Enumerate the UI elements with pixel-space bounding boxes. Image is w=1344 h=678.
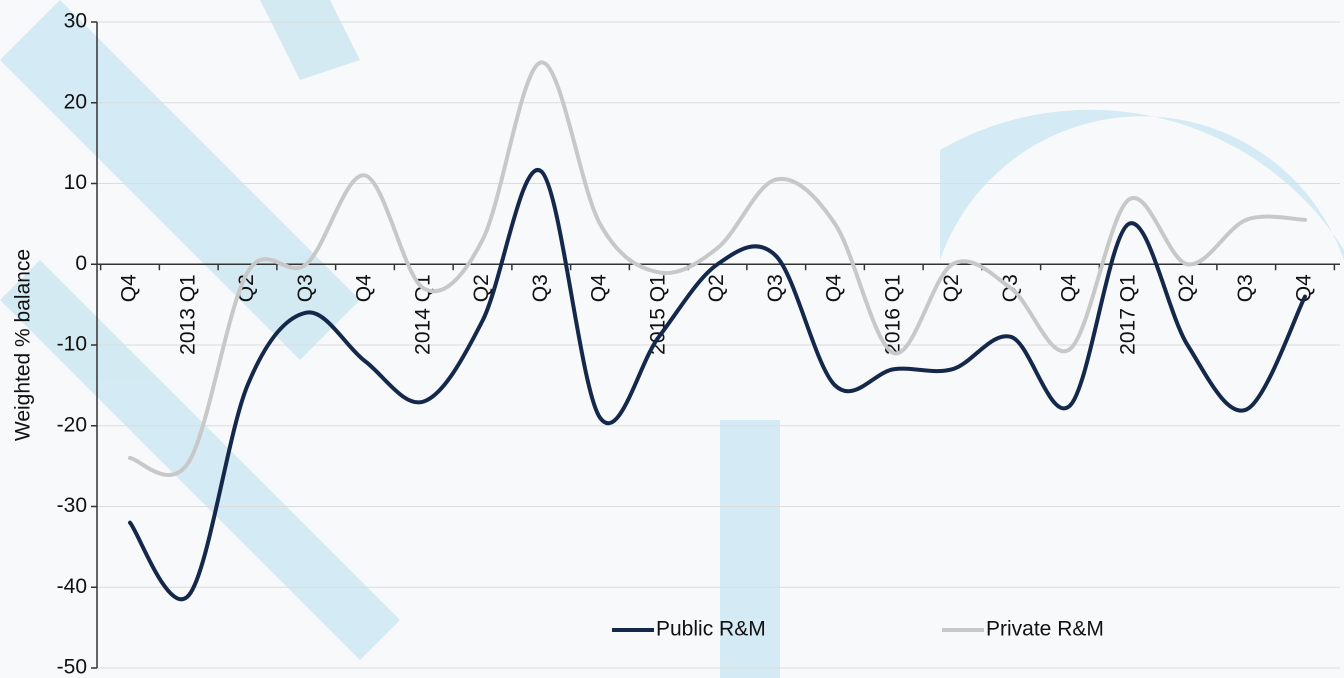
x-tick-label: 2013 Q1 <box>176 274 199 355</box>
x-tick-label: Q2 <box>705 274 728 302</box>
x-tick-label: Q2 <box>470 274 493 302</box>
x-tick-label: Q3 <box>764 274 787 302</box>
series-line <box>128 60 1307 477</box>
y-axis-title: Weighted % balance <box>12 249 35 441</box>
x-tick-label: 2014 Q1 <box>411 274 434 355</box>
x-tick-label: Q4 <box>353 274 376 302</box>
x-tick-label: Q2 <box>940 274 963 302</box>
x-tick-label: Q4 <box>588 274 611 302</box>
x-tick-label: Q3 <box>1234 274 1257 302</box>
y-tick-label: -40 <box>57 575 87 598</box>
x-tick-label: Q4 <box>118 274 141 302</box>
y-tick-label: 20 <box>64 90 87 113</box>
x-tick-label: Q3 <box>529 274 552 302</box>
x-tick-label: Q2 <box>1175 274 1198 302</box>
x-tick-label: Q2 <box>235 274 258 302</box>
y-tick-label: -20 <box>57 413 87 436</box>
legend-label: Private R&M <box>986 618 1104 641</box>
x-tick-label: Q3 <box>294 274 317 302</box>
legend-label: Public R&M <box>656 618 766 641</box>
x-tick-label: Q4 <box>1293 274 1316 302</box>
y-tick-label: 0 <box>75 252 87 275</box>
x-tick-label: Q4 <box>1058 274 1081 302</box>
x-tick-label: 2015 Q1 <box>646 274 669 355</box>
x-tick-label: 2016 Q1 <box>881 274 904 355</box>
y-tick-label: 30 <box>64 10 87 33</box>
y-tick-label: -30 <box>57 494 87 517</box>
y-tick-label: 10 <box>64 171 87 194</box>
x-tick-label: 2017 Q1 <box>1116 274 1139 355</box>
y-tick-label: -10 <box>57 333 87 356</box>
x-tick-label: Q4 <box>823 274 846 302</box>
y-tick-label: -50 <box>57 656 87 678</box>
series-line <box>128 167 1307 601</box>
